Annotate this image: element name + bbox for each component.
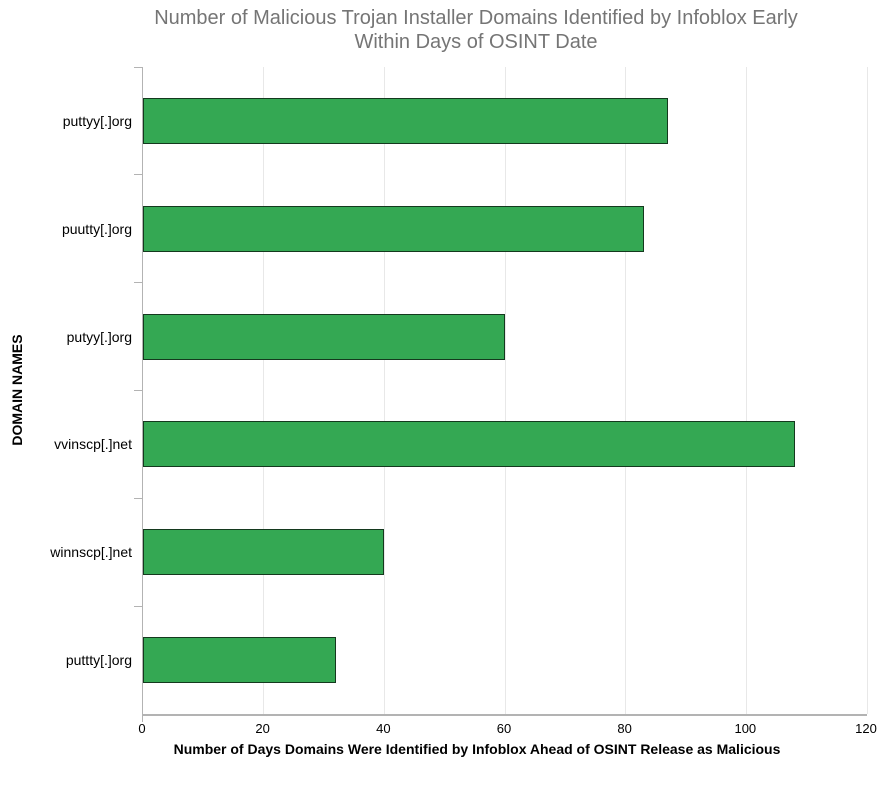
gridline xyxy=(383,67,385,714)
y-axis-tick xyxy=(134,282,143,284)
x-tick-label: 80 xyxy=(617,721,632,736)
x-tick-label: 0 xyxy=(138,721,146,736)
bar xyxy=(143,205,644,252)
chart-title: Number of Malicious Trojan Installer Dom… xyxy=(154,7,798,53)
bar xyxy=(143,637,337,684)
gridline xyxy=(866,67,868,714)
x-tick-label: 40 xyxy=(376,721,391,736)
gridline xyxy=(263,67,265,714)
bar xyxy=(143,97,668,144)
x-tick-label: 60 xyxy=(496,721,512,736)
y-axis-tick xyxy=(134,66,143,68)
y-axis-title: DOMAIN NAMES xyxy=(9,334,25,446)
x-tick-label: 100 xyxy=(734,721,757,736)
category-label: puutty[.]org xyxy=(61,220,132,237)
gridline xyxy=(625,67,627,714)
y-axis-tick xyxy=(134,174,143,176)
bar xyxy=(143,313,505,360)
plot-area xyxy=(134,66,868,722)
category-label: vvinscp[.]net xyxy=(54,436,132,453)
bar xyxy=(143,421,795,468)
y-axis-tick xyxy=(134,497,143,499)
category-label: puttyy[.]org xyxy=(62,112,132,129)
category-label: puttty[.]org xyxy=(65,652,132,669)
x-axis-title: Number of Days Domains Were Identified b… xyxy=(173,741,781,757)
gridline xyxy=(745,67,747,714)
x-tick-label: 120 xyxy=(855,721,877,736)
y-axis-tick xyxy=(134,605,143,607)
category-label: putyy[.]org xyxy=(66,328,132,345)
x-tick-label: 20 xyxy=(255,721,270,736)
category-label: winnscp[.]net xyxy=(50,544,132,561)
y-axis-tick xyxy=(134,390,143,391)
bar xyxy=(143,529,385,576)
gridline xyxy=(504,67,506,714)
x-axis-zero-tick xyxy=(142,716,143,722)
